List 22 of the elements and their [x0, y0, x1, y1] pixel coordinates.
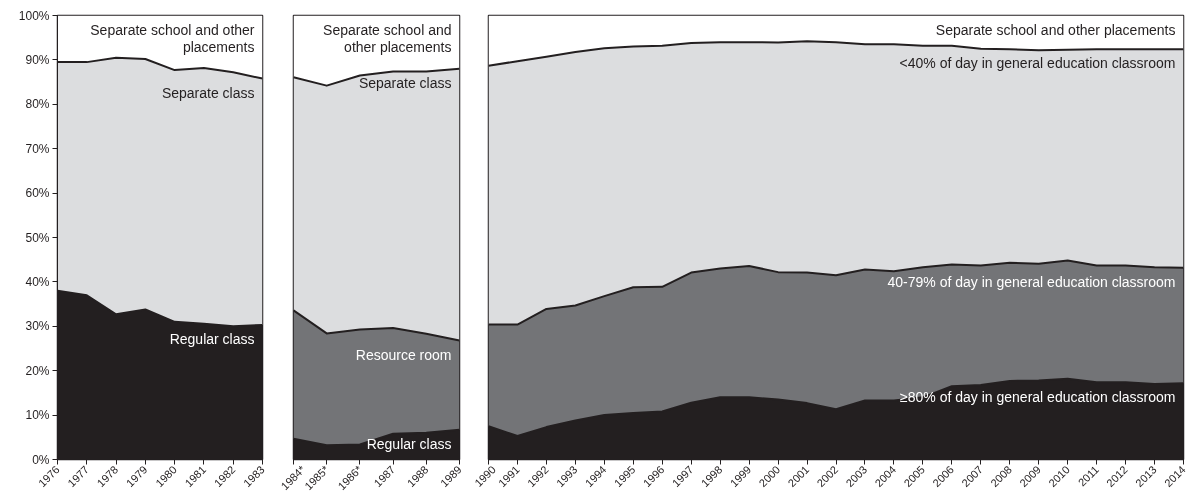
series-label: Separate class	[358, 74, 452, 91]
series-label: 40-79% of day in general education classroom	[887, 273, 1176, 290]
series-label: Regular class	[169, 330, 255, 347]
y-tick-label: 90%	[25, 52, 50, 67]
series-label: ≥80% of day in general education classroom	[900, 389, 1176, 406]
y-tick-label: 40%	[25, 274, 50, 289]
series-label: Separate class	[161, 84, 255, 101]
y-tick-label: 70%	[25, 141, 50, 156]
series-label: Separate school and other placements	[935, 21, 1176, 38]
y-tick-label: 30%	[25, 319, 50, 334]
series-label: Regular class	[366, 435, 452, 452]
series-label: Separate school and other placements	[90, 21, 255, 56]
y-tick-label: 80%	[25, 97, 50, 112]
y-tick-label: 0%	[32, 452, 50, 467]
y-tick-label: 50%	[25, 230, 50, 245]
series-label: Resource room	[355, 346, 452, 363]
y-tick-label: 100%	[18, 8, 50, 23]
y-tick-label: 20%	[25, 363, 50, 378]
y-tick-label: 10%	[25, 408, 50, 423]
y-tick-label: 60%	[25, 186, 50, 201]
series-label: <40% of day in general education classroom	[899, 55, 1176, 72]
series-label: Separate school and other placements	[323, 21, 452, 56]
